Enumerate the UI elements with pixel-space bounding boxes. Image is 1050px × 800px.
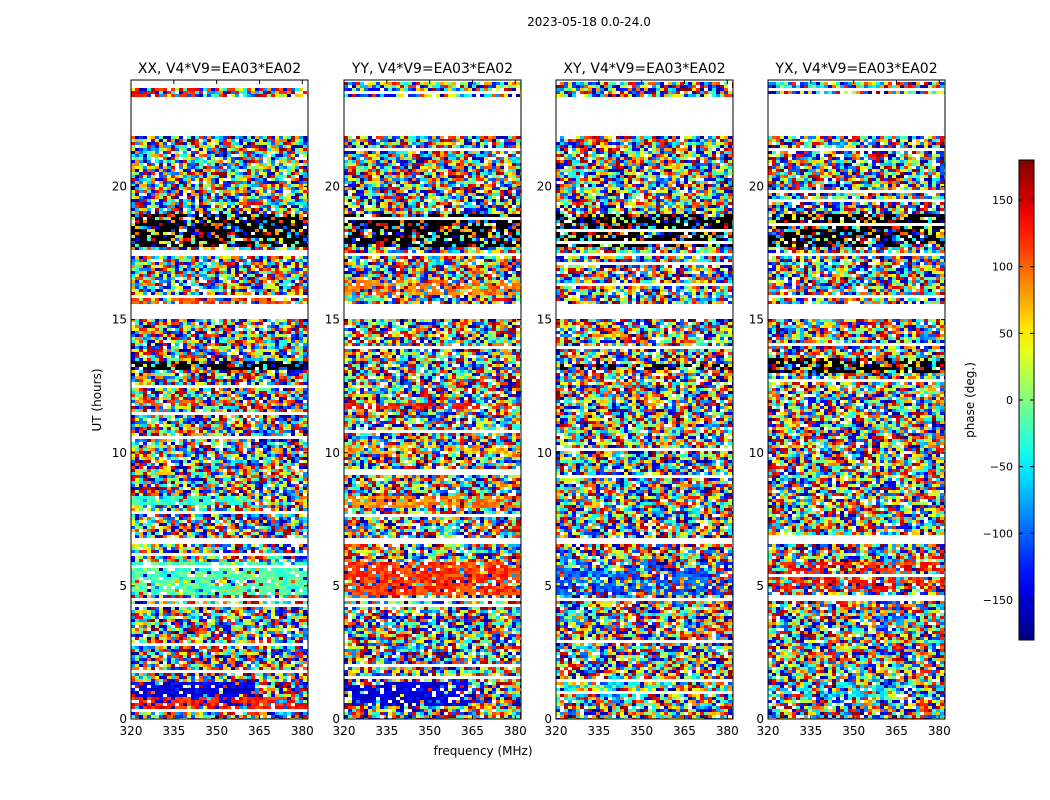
y-tick-label: 15 xyxy=(749,313,764,327)
panel-title: XX, V4*V9=EA03*EA02 xyxy=(138,61,301,77)
y-tick-label: 20 xyxy=(325,180,340,194)
x-tick-label: 380 xyxy=(928,724,951,738)
y-tick-label: 5 xyxy=(332,579,340,593)
x-tick-label: 320 xyxy=(120,724,143,738)
colorbar-label: phase (deg.) xyxy=(963,362,977,438)
x-tick-label: 320 xyxy=(757,724,780,738)
y-tick-label: 0 xyxy=(332,712,340,726)
phase-image xyxy=(768,80,945,719)
y-tick-label: 20 xyxy=(537,180,552,194)
y-tick-label: 20 xyxy=(112,180,127,194)
colorbar: 150 100 50 0 −50 −100 −150 xyxy=(983,159,1035,641)
x-axis-label: frequency (MHz) xyxy=(433,744,532,758)
y-tick-label: 0 xyxy=(756,712,764,726)
y-tick-label: 15 xyxy=(325,313,340,327)
y-axis-label: UT (hours) xyxy=(90,368,104,431)
x-tick-label: 350 xyxy=(205,724,228,738)
panel-yy: YY, V4*V9=EA03*EA02 320 335 350 365 380 0 5 10 15… xyxy=(325,61,527,738)
panel-yx: YX, V4*V9=EA03*EA02 320 335 350 365 380 0 5 10 15… xyxy=(749,61,951,738)
y-tick-label: 0 xyxy=(119,712,127,726)
x-tick-label: 380 xyxy=(504,724,527,738)
axes-frame xyxy=(767,79,946,720)
y-tick-label: 20 xyxy=(749,180,764,194)
colorbar-tick-label: 0 xyxy=(1006,394,1013,407)
phase-image xyxy=(131,80,308,719)
panel-title: YY, V4*V9=EA03*EA02 xyxy=(351,61,513,77)
panel-xx: XX, V4*V9=EA03*EA02 320 335 350 365 380 0 5 10 15… xyxy=(112,61,314,738)
x-tick-label: 350 xyxy=(842,724,865,738)
panel-title: XY, V4*V9=EA03*EA02 xyxy=(563,61,725,77)
panels: XX, V4*V9=EA03*EA02 320 335 350 365 380 0 5 10 15… xyxy=(112,61,951,738)
colorbar-tick-label: −150 xyxy=(983,594,1013,607)
x-tick-label: 365 xyxy=(885,724,908,738)
x-tick-label: 365 xyxy=(248,724,271,738)
suptitle: 2023-05-18 0.0-24.0 xyxy=(527,15,651,29)
colorbar-tick-label: 100 xyxy=(992,261,1013,274)
x-tick-label: 350 xyxy=(418,724,441,738)
x-tick-label: 335 xyxy=(162,724,185,738)
x-tick-label: 320 xyxy=(333,724,356,738)
colorbar-tick-label: 150 xyxy=(992,194,1013,207)
y-tick-label: 10 xyxy=(325,446,340,460)
y-tick-label: 15 xyxy=(112,313,127,327)
x-tick-label: 335 xyxy=(799,724,822,738)
colorbar-tick-label: −100 xyxy=(983,527,1013,540)
x-tick-label: 335 xyxy=(375,724,398,738)
y-tick-label: 5 xyxy=(119,579,127,593)
x-tick-label: 335 xyxy=(587,724,610,738)
axes-frame xyxy=(130,79,309,720)
colorbar-tick-label: 50 xyxy=(999,327,1013,340)
colorbar-tick-label: −50 xyxy=(990,461,1013,474)
phase-image xyxy=(556,80,733,719)
x-tick-label: 365 xyxy=(461,724,484,738)
x-tick-label: 365 xyxy=(673,724,696,738)
y-tick-label: 10 xyxy=(112,446,127,460)
axes-frame xyxy=(555,79,734,720)
x-tick-label: 320 xyxy=(545,724,568,738)
x-tick-label: 380 xyxy=(291,724,314,738)
y-tick-label: 10 xyxy=(749,446,764,460)
panel-xy: XY, V4*V9=EA03*EA02 320 335 350 365 380 0 5 10 15… xyxy=(537,61,739,738)
y-tick-label: 10 xyxy=(537,446,552,460)
x-tick-label: 350 xyxy=(630,724,653,738)
y-tick-label: 0 xyxy=(544,712,552,726)
axes-frame xyxy=(343,79,522,720)
panel-title: YX, V4*V9=EA03*EA02 xyxy=(774,61,937,77)
phase-image xyxy=(344,80,521,719)
x-tick-label: 380 xyxy=(716,724,739,738)
y-tick-label: 15 xyxy=(537,313,552,327)
y-tick-label: 5 xyxy=(756,579,764,593)
y-tick-label: 5 xyxy=(544,579,552,593)
